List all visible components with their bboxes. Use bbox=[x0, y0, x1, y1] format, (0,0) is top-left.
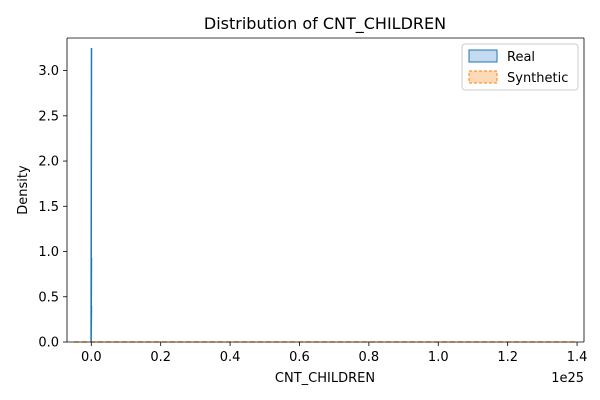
y-tick-label: 0.5 bbox=[38, 290, 59, 305]
x-axis-title: CNT_CHILDREN bbox=[275, 371, 375, 386]
y-tick-label: 2.0 bbox=[38, 155, 59, 170]
y-tick-label: 0.0 bbox=[38, 336, 59, 351]
x-tick-label: 0.8 bbox=[359, 350, 380, 365]
chart-title: Distribution of CNT_CHILDREN bbox=[204, 14, 446, 34]
y-tick-label: 3.0 bbox=[38, 64, 59, 79]
x-offset-label: 1e25 bbox=[551, 371, 584, 386]
y-tick-label: 2.5 bbox=[38, 109, 59, 124]
x-tick-label: 1.2 bbox=[497, 350, 518, 365]
legend: Real Synthetic bbox=[461, 43, 579, 91]
y-tick-label: 1.0 bbox=[38, 245, 59, 260]
axes-frame bbox=[66, 37, 585, 343]
x-ticks: 0.0 0.2 0.4 0.6 0.8 1.0 1.2 1.4 bbox=[81, 342, 587, 365]
legend-label-synthetic: Synthetic bbox=[507, 71, 568, 86]
y-axis-title: Density bbox=[16, 165, 31, 215]
x-tick-label: 1.4 bbox=[567, 350, 588, 365]
x-tick-label: 0.6 bbox=[289, 350, 310, 365]
legend-swatch-synthetic bbox=[468, 70, 498, 84]
y-ticks: 0.0 0.5 1.0 1.5 2.0 2.5 3.0 bbox=[38, 64, 67, 351]
x-tick-label: 1.0 bbox=[428, 350, 449, 365]
x-tick-label: 0.2 bbox=[150, 350, 171, 365]
legend-label-real: Real bbox=[507, 50, 535, 65]
x-tick-label: 0.0 bbox=[81, 350, 102, 365]
x-tick-label: 0.4 bbox=[220, 350, 241, 365]
y-tick-label: 1.5 bbox=[38, 200, 59, 215]
legend-swatch-real bbox=[468, 49, 498, 63]
